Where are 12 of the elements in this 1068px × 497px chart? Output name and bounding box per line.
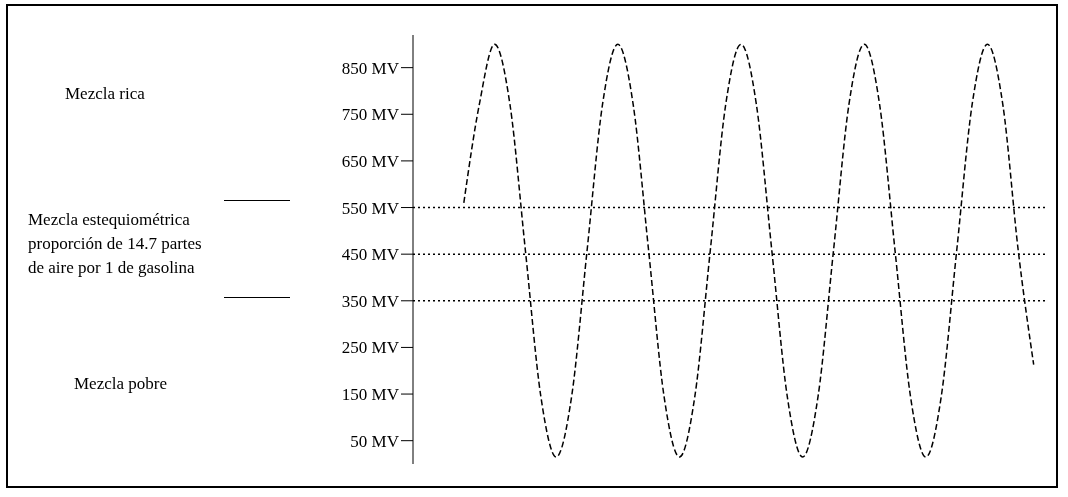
y-tick-label: 750 MV xyxy=(341,105,400,125)
text: Mezcla pobre xyxy=(74,373,167,395)
text: Mezcla estequiométrica proporción de 14.7 partes de aire por 1 de gasolina xyxy=(28,209,202,279)
y-tick-label: 50 MV xyxy=(350,431,400,451)
y-tick-label: 650 MV xyxy=(341,151,400,171)
y-tick-label: 550 MV xyxy=(341,198,400,218)
y-tick-label: 450 MV xyxy=(341,245,400,265)
text: Mezcla rica xyxy=(65,83,145,105)
y-tick-label: 850 MV xyxy=(341,58,400,78)
y-tick-label: 350 MV xyxy=(341,291,400,311)
y-tick-label: 150 MV xyxy=(341,385,400,405)
y-tick-label: 250 MV xyxy=(341,338,400,358)
